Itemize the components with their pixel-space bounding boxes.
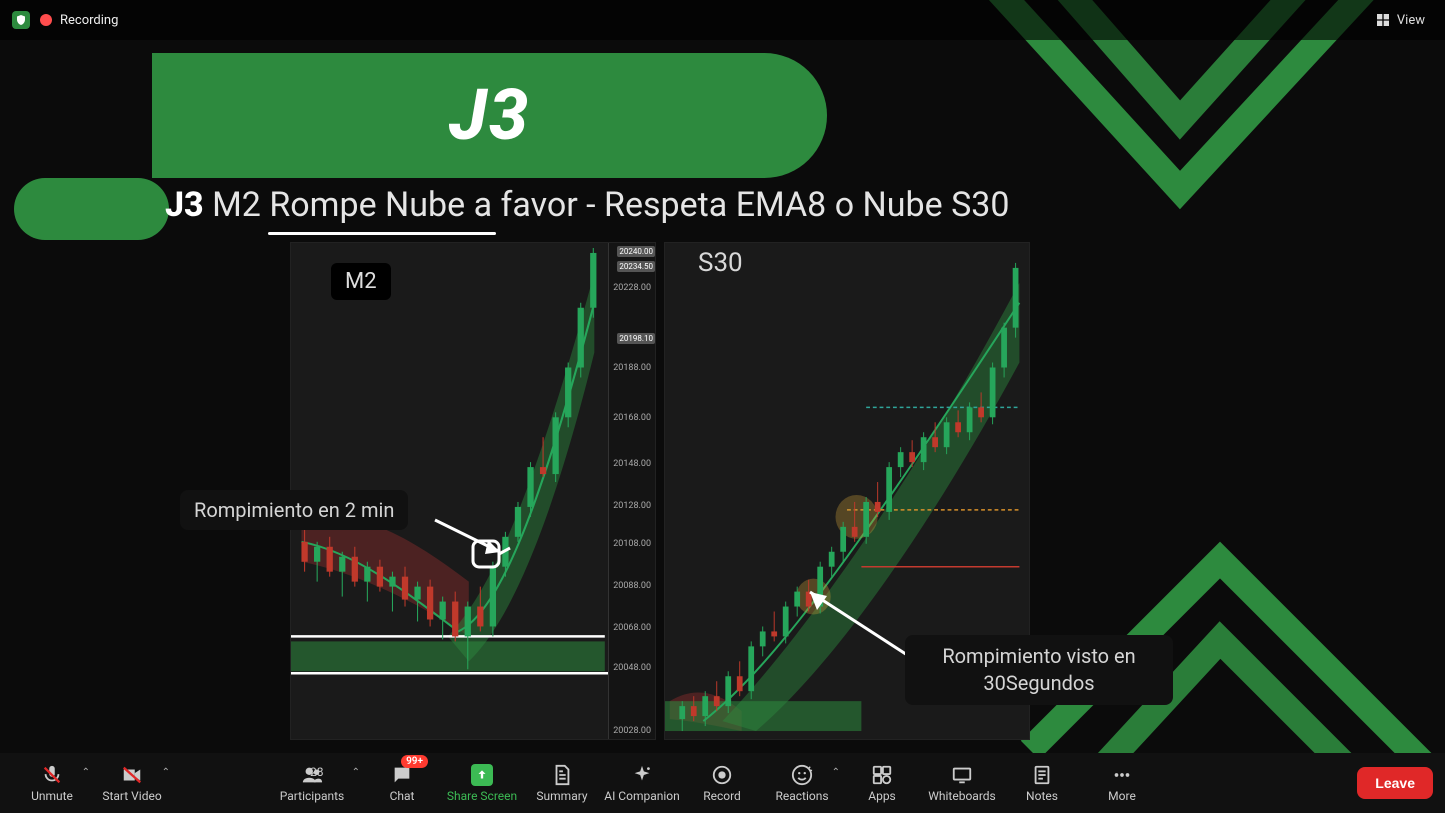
ytick: 20088.00 — [613, 581, 651, 591]
ai-companion-label: AI Companion — [604, 789, 680, 803]
chevron-up-icon[interactable]: ⌃ — [832, 767, 840, 778]
chevron-up-icon[interactable]: ⌃ — [82, 767, 90, 778]
summary-label: Summary — [536, 789, 587, 803]
ytick: 20188.00 — [613, 363, 651, 373]
chevron-up-icon[interactable]: ⌃ — [162, 767, 170, 778]
meeting-top-bar: Recording View — [0, 0, 1445, 40]
ai-companion-button[interactable]: AI Companion — [602, 757, 682, 809]
more-label: More — [1108, 789, 1136, 803]
more-icon — [1111, 764, 1133, 786]
record-label: Record — [703, 789, 741, 803]
grid-view-icon — [1375, 12, 1391, 28]
apps-label: Apps — [868, 789, 896, 803]
chevron-up-icon[interactable]: ⌃ — [352, 767, 360, 778]
ytick: 20108.00 — [613, 539, 651, 549]
apps-button[interactable]: Apps — [842, 757, 922, 809]
video-off-icon — [121, 764, 143, 786]
whiteboard-icon — [951, 764, 973, 786]
subtitle-text: M2 Rompe Nube a favor - Respeta EMA8 o N… — [212, 185, 1009, 225]
chat-badge: 99+ — [401, 755, 428, 768]
apps-icon — [871, 764, 893, 786]
summary-icon — [551, 764, 573, 786]
subtitle-code: J3 — [165, 185, 204, 225]
ytick: 20068.00 — [613, 623, 651, 633]
reactions-button[interactable]: ⌃ Reactions — [762, 757, 842, 809]
unmute-button[interactable]: ⌃ Unmute — [12, 757, 92, 809]
ytick: 20048.00 — [613, 663, 651, 673]
view-button-label: View — [1397, 13, 1425, 28]
start-video-label: Start Video — [102, 789, 161, 803]
start-video-button[interactable]: ⌃ Start Video — [92, 757, 172, 809]
chart-right-label: S30 — [698, 248, 743, 278]
callout-left: Rompimiento en 2 min — [180, 490, 408, 530]
leave-button[interactable]: Leave — [1357, 767, 1433, 799]
summary-button[interactable]: Summary — [522, 757, 602, 809]
price-box: 20240.00 — [617, 246, 655, 257]
participants-label: Participants — [280, 789, 344, 803]
chat-button[interactable]: 99+ Chat — [362, 757, 442, 809]
ytick: 20228.00 — [613, 283, 651, 293]
record-icon — [711, 764, 733, 786]
view-button[interactable]: View — [1367, 8, 1433, 32]
sparkle-icon — [631, 764, 653, 786]
whiteboards-label: Whiteboards — [928, 789, 996, 803]
share-screen-icon — [471, 764, 493, 786]
more-button[interactable]: More — [1082, 757, 1162, 809]
chat-label: Chat — [390, 789, 415, 803]
recording-indicator-icon — [40, 14, 52, 26]
encryption-shield-icon[interactable] — [12, 11, 30, 29]
notes-button[interactable]: Notes — [1002, 757, 1082, 809]
slide-subtitle: J3 M2 Rompe Nube a favor - Respeta EMA8 … — [165, 185, 1010, 225]
slide-title: J3 — [449, 75, 530, 157]
slide-subtitle-pill — [14, 178, 169, 240]
ytick: 20028.00 — [613, 726, 651, 736]
recording-label: Recording — [60, 13, 118, 28]
subtitle-underline — [268, 232, 496, 235]
callout-right: Rompimiento visto en 30Segundos — [905, 635, 1173, 705]
record-button[interactable]: Record — [682, 757, 762, 809]
unmute-label: Unmute — [31, 789, 73, 803]
microphone-muted-icon — [41, 764, 63, 786]
whiteboards-button[interactable]: Whiteboards — [922, 757, 1002, 809]
ytick: 20148.00 — [613, 459, 651, 469]
chart-m2-yaxis: 20228.00 20188.00 20168.00 20148.00 20128.00… — [608, 243, 655, 739]
ytick: 20128.00 — [613, 501, 651, 511]
price-box: 20198.10 — [617, 333, 655, 344]
price-box: 20234.50 — [617, 261, 655, 272]
share-screen-button[interactable]: Share Screen — [442, 757, 522, 809]
notes-icon — [1031, 764, 1053, 786]
shared-screen-area: J3 J3 M2 Rompe Nube a favor - Respeta EM… — [0, 0, 1445, 753]
reactions-label: Reactions — [775, 789, 828, 803]
slide-title-banner: J3 — [152, 53, 827, 178]
breakout-marker — [470, 538, 514, 574]
chart-left-label: M2 — [331, 263, 391, 300]
ytick: 20168.00 — [613, 413, 651, 423]
share-screen-label: Share Screen — [447, 789, 517, 803]
participants-count: 28 — [310, 765, 324, 779]
meeting-toolbar: ⌃ Unmute ⌃ Start Video ⌃ 28 Participants… — [0, 753, 1445, 813]
notes-label: Notes — [1026, 789, 1058, 803]
participants-button[interactable]: ⌃ 28 Participants — [262, 757, 362, 809]
smile-icon — [791, 764, 813, 786]
